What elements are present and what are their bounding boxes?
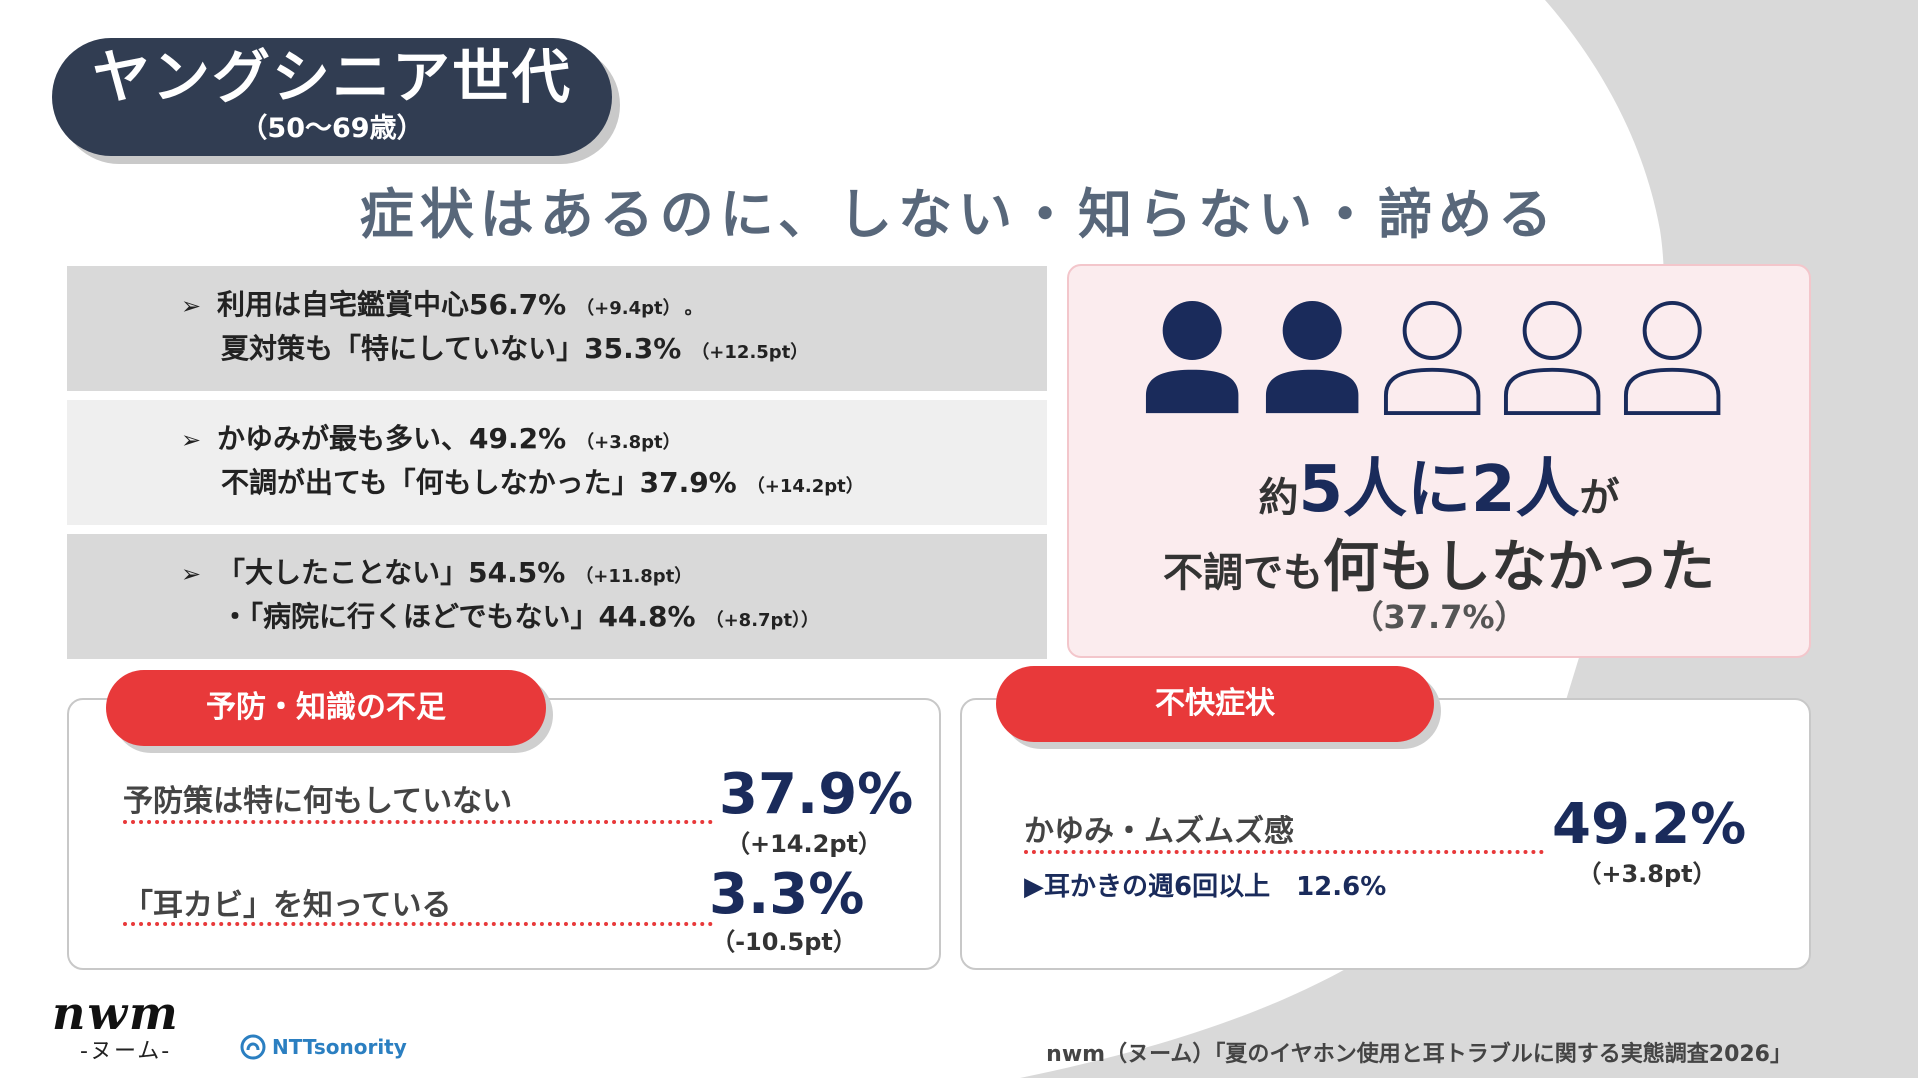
dotted-divider — [123, 922, 713, 926]
card-label-discomfort: 不快症状 — [996, 666, 1434, 742]
stat-line: ➢ かゆみが最も多い、49.2% （+3.8pt） — [181, 419, 1047, 463]
title-age-range: （50～69歳） — [240, 113, 424, 144]
row-diff: （-10.5pt） — [711, 928, 857, 956]
ratio-desc-prefix: 不調でも — [1163, 550, 1323, 596]
stat-diff: （+14.2pt） — [746, 475, 864, 497]
nwm-logo-sub: -ヌーム- — [80, 1039, 172, 1064]
card-prevention-knowledge: 予防策は特に何もしていない 37.9% （+14.2pt） 「耳カビ」を知ってい… — [67, 698, 941, 970]
stat-diff: （+9.4pt） — [576, 297, 681, 319]
person-outline-icon — [1383, 300, 1481, 416]
card-label-prevention: 予防・知識の不足 — [106, 670, 546, 746]
row-percent: 37.9% — [719, 762, 914, 827]
person-filled-icon — [1265, 300, 1359, 414]
person-outline-icon — [1503, 300, 1601, 416]
row-percent: 49.2% — [1552, 792, 1747, 857]
ratio-desc-main: 何もしなかった — [1323, 535, 1715, 600]
stat-text: 利用は自宅鑑賞中心56.7% — [217, 287, 567, 321]
row-percent: 3.3% — [709, 862, 865, 927]
ratio-headline: 約5人に2人が — [1069, 438, 1809, 530]
card-discomfort-symptoms: かゆみ・ムズムズ感 49.2% （+3.8pt） ▶耳かきの週6回以上 12.6… — [960, 698, 1811, 970]
arrow-bullet-icon: ➢ — [181, 291, 202, 320]
ntt-sonority-logo: NTTsonority — [240, 1034, 407, 1060]
stat-text: ・「病院に行くほどでもない」44.8% — [221, 599, 696, 633]
stat-text: 夏対策も「特にしていない」35.3% — [221, 331, 682, 365]
person-filled-icon — [1145, 300, 1239, 414]
row-label: かゆみ・ムズムズ感 — [1024, 814, 1294, 849]
arrow-bullet-icon: ➢ — [181, 425, 202, 454]
stat-box-symptoms: ➢ かゆみが最も多い、49.2% （+3.8pt） 不調が出ても「何もしなかった… — [67, 400, 1047, 525]
stat-line: 夏対策も「特にしていない」35.3% （+12.5pt） — [185, 329, 1047, 373]
row-diff: （+3.8pt） — [1577, 860, 1717, 888]
person-outline-icon — [1623, 300, 1721, 416]
ratio-suffix: が — [1579, 475, 1620, 521]
stat-diff: （+8.7pt）） — [705, 609, 820, 631]
ratio-prefix: 約 — [1258, 475, 1299, 521]
nwm-logo: nwm -ヌーム- — [52, 988, 222, 1066]
stat-box-reasons: ➢ 「大したことない」54.5% （+11.8pt） ・「病院に行くほどでもない… — [67, 534, 1047, 659]
stat-diff: （+3.8pt） — [576, 431, 681, 453]
title-main: ヤングシニア世代 — [91, 43, 572, 111]
stat-line: ➢ 利用は自宅鑑賞中心56.7% （+9.4pt） 。 — [181, 285, 1047, 329]
ratio-value: 5人に2人 — [1298, 453, 1580, 527]
stat-diff: （+12.5pt） — [691, 341, 809, 363]
nwm-logo-mark: nwm — [52, 986, 180, 1040]
arrow-bullet-icon: ➢ — [181, 559, 202, 588]
ntt-logo-icon — [240, 1034, 266, 1060]
stat-box-usage: ➢ 利用は自宅鑑賞中心56.7% （+9.4pt） 。 夏対策も「特にしていない… — [67, 266, 1047, 391]
stat-text: 「大したことない」54.5% — [217, 555, 566, 589]
stat-text: かゆみが最も多い、49.2% — [217, 421, 567, 455]
headline: 症状はあるのに、しない・知らない・諦める — [359, 183, 1559, 246]
row-label: 予防策は特に何もしていない — [123, 784, 513, 819]
dotted-divider — [1024, 850, 1544, 854]
source-citation: nwm（ヌーム）「夏のイヤホン使用と耳トラブルに関する実態調査2026」 — [1046, 1042, 1792, 1067]
stat-diff: （+11.8pt） — [575, 565, 693, 587]
people-icons-row — [1143, 298, 1743, 418]
stat-text: 不調が出ても「何もしなかった」37.9% — [221, 465, 737, 499]
people-ratio-panel: 約5人に2人が 不調でも何もしなかった （37.7%） — [1067, 264, 1811, 658]
stat-tail: 。 — [684, 297, 703, 319]
title-badge: ヤングシニア世代 （50～69歳） — [52, 38, 612, 156]
ratio-percent: （37.7%） — [1351, 598, 1527, 636]
row-label: 「耳カビ」を知っている — [123, 888, 452, 923]
stat-line: ・「病院に行くほどでもない」44.8% （+8.7pt）） — [185, 597, 1047, 641]
sub-note: ▶耳かきの週6回以上 12.6% — [1024, 872, 1387, 902]
stat-line: 不調が出ても「何もしなかった」37.9% （+14.2pt） — [185, 463, 1047, 507]
dotted-divider — [123, 820, 713, 824]
row-diff: （+14.2pt） — [726, 830, 882, 858]
ntt-logo-text: NTTsonority — [272, 1035, 407, 1059]
ratio-description: 不調でも何もしなかった — [1069, 522, 1809, 603]
stat-line: ➢ 「大したことない」54.5% （+11.8pt） — [181, 553, 1047, 597]
